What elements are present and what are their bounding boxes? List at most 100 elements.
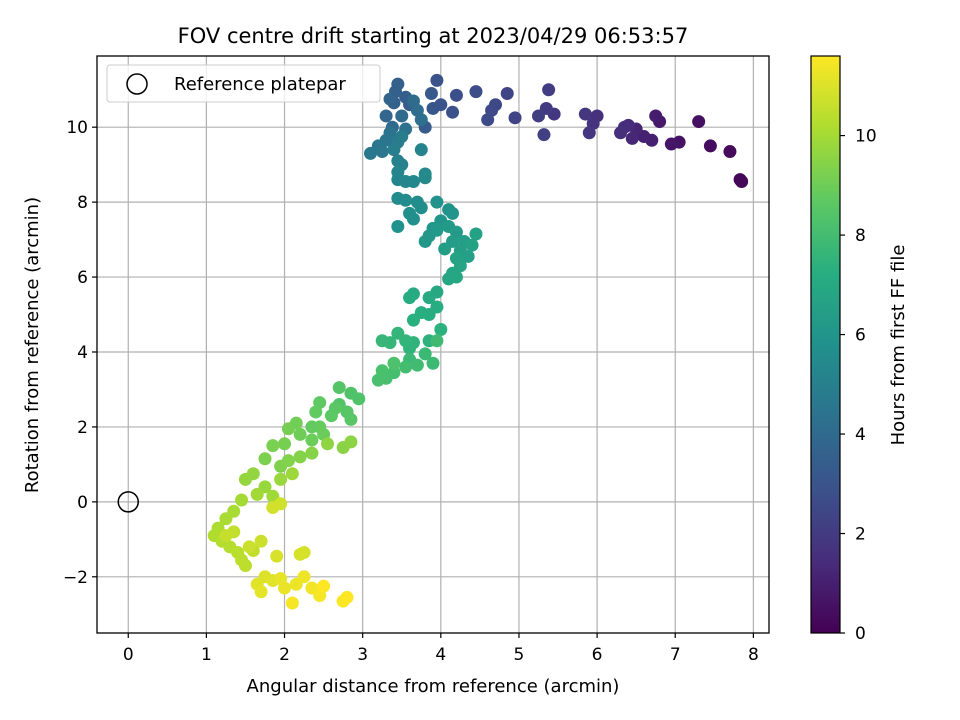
x-tick-label: 8 [748, 645, 759, 665]
data-point [406, 175, 420, 189]
data-point [219, 529, 233, 543]
data-point [403, 291, 417, 305]
y-axis: −2 0 2 4 6 8 10 [63, 118, 97, 588]
data-point [399, 360, 413, 374]
data-point [434, 323, 448, 337]
data-point [426, 101, 440, 115]
data-point [424, 86, 438, 100]
data-point [664, 137, 678, 151]
data-point [426, 356, 440, 370]
data-point [537, 128, 551, 142]
data-point [500, 86, 514, 100]
data-point [625, 131, 639, 145]
data-point [461, 249, 475, 263]
data-point [278, 581, 292, 595]
colorbar-ticks: 0 2 4 6 8 10 [840, 127, 877, 644]
data-point [293, 427, 307, 441]
data-point [344, 435, 358, 449]
reference-platepar-marker [117, 491, 140, 513]
data-point [219, 512, 233, 526]
data-point [438, 242, 452, 256]
data-point [379, 109, 393, 123]
data-point [508, 111, 522, 125]
data-point [406, 313, 420, 327]
data-point [430, 223, 444, 237]
data-point [582, 126, 596, 140]
y-tick-label: 6 [77, 268, 88, 288]
y-tick-label: 8 [77, 193, 88, 213]
data-point [254, 585, 268, 599]
data-point [324, 409, 338, 423]
x-axis: 0 1 2 3 4 5 6 7 8 [123, 633, 759, 665]
data-point [446, 206, 460, 220]
data-point [321, 437, 335, 451]
data-point [406, 212, 420, 226]
data-point [375, 364, 389, 378]
colorbar-label: Hours from first FF file [888, 245, 909, 446]
y-tick-label: 4 [77, 343, 88, 363]
x-tick-label: 1 [201, 645, 212, 665]
x-tick-label: 4 [435, 645, 446, 665]
data-point [266, 439, 280, 453]
data-point [285, 596, 299, 610]
data-point [387, 143, 401, 157]
data-point [238, 559, 252, 573]
data-point [375, 334, 389, 348]
data-point [281, 422, 295, 436]
data-point [410, 358, 424, 372]
colorbar-tick-label: 8 [855, 226, 866, 246]
colorbar-tick-label: 0 [855, 624, 866, 644]
x-tick-label: 6 [592, 645, 603, 665]
data-point [723, 145, 737, 159]
data-point [309, 405, 323, 419]
data-point [293, 450, 307, 464]
x-tick-label: 2 [279, 645, 290, 665]
data-point [395, 130, 409, 144]
colorbar-tick-label: 4 [855, 425, 866, 445]
data-point [469, 85, 483, 99]
data-point [387, 356, 401, 370]
data-point [391, 326, 405, 340]
data-point [446, 105, 460, 119]
data-point [430, 195, 444, 209]
data-point [254, 534, 268, 548]
data-point [235, 493, 249, 507]
data-point [449, 270, 463, 284]
y-tick-label: 0 [77, 493, 88, 513]
data-point [340, 590, 354, 604]
legend-reference-marker-icon [126, 73, 148, 95]
legend-entry-reference-platepar: Reference platepar [174, 74, 346, 95]
data-point [399, 193, 413, 207]
data-point [281, 454, 295, 468]
data-point [430, 73, 444, 87]
data-point [414, 113, 428, 127]
data-point [297, 570, 311, 584]
data-point [395, 109, 409, 123]
data-point [363, 146, 377, 160]
data-point [250, 487, 264, 501]
data-point [735, 175, 749, 189]
colorbar-tick-label: 2 [855, 525, 866, 545]
data-point [469, 227, 483, 241]
data-point [703, 139, 717, 153]
data-point [344, 386, 358, 400]
legend-box [106, 64, 381, 103]
data-point [430, 334, 444, 348]
data-point [274, 472, 288, 486]
data-point [414, 143, 428, 157]
data-point [258, 452, 272, 466]
data-point [317, 579, 331, 593]
data-point [614, 126, 628, 140]
data-point [391, 219, 405, 233]
data-point [238, 472, 252, 486]
chart-title: FOV centre drift starting at 2023/04/29 … [178, 24, 689, 48]
data-point [578, 107, 592, 121]
data-point [418, 234, 432, 248]
data-point [332, 381, 346, 395]
colorbar-gradient [810, 55, 841, 634]
colorbar-tick-label: 10 [855, 127, 877, 147]
y-tick-label: 10 [66, 118, 88, 138]
data-point [285, 467, 299, 481]
y-tick-label: −2 [63, 568, 88, 588]
